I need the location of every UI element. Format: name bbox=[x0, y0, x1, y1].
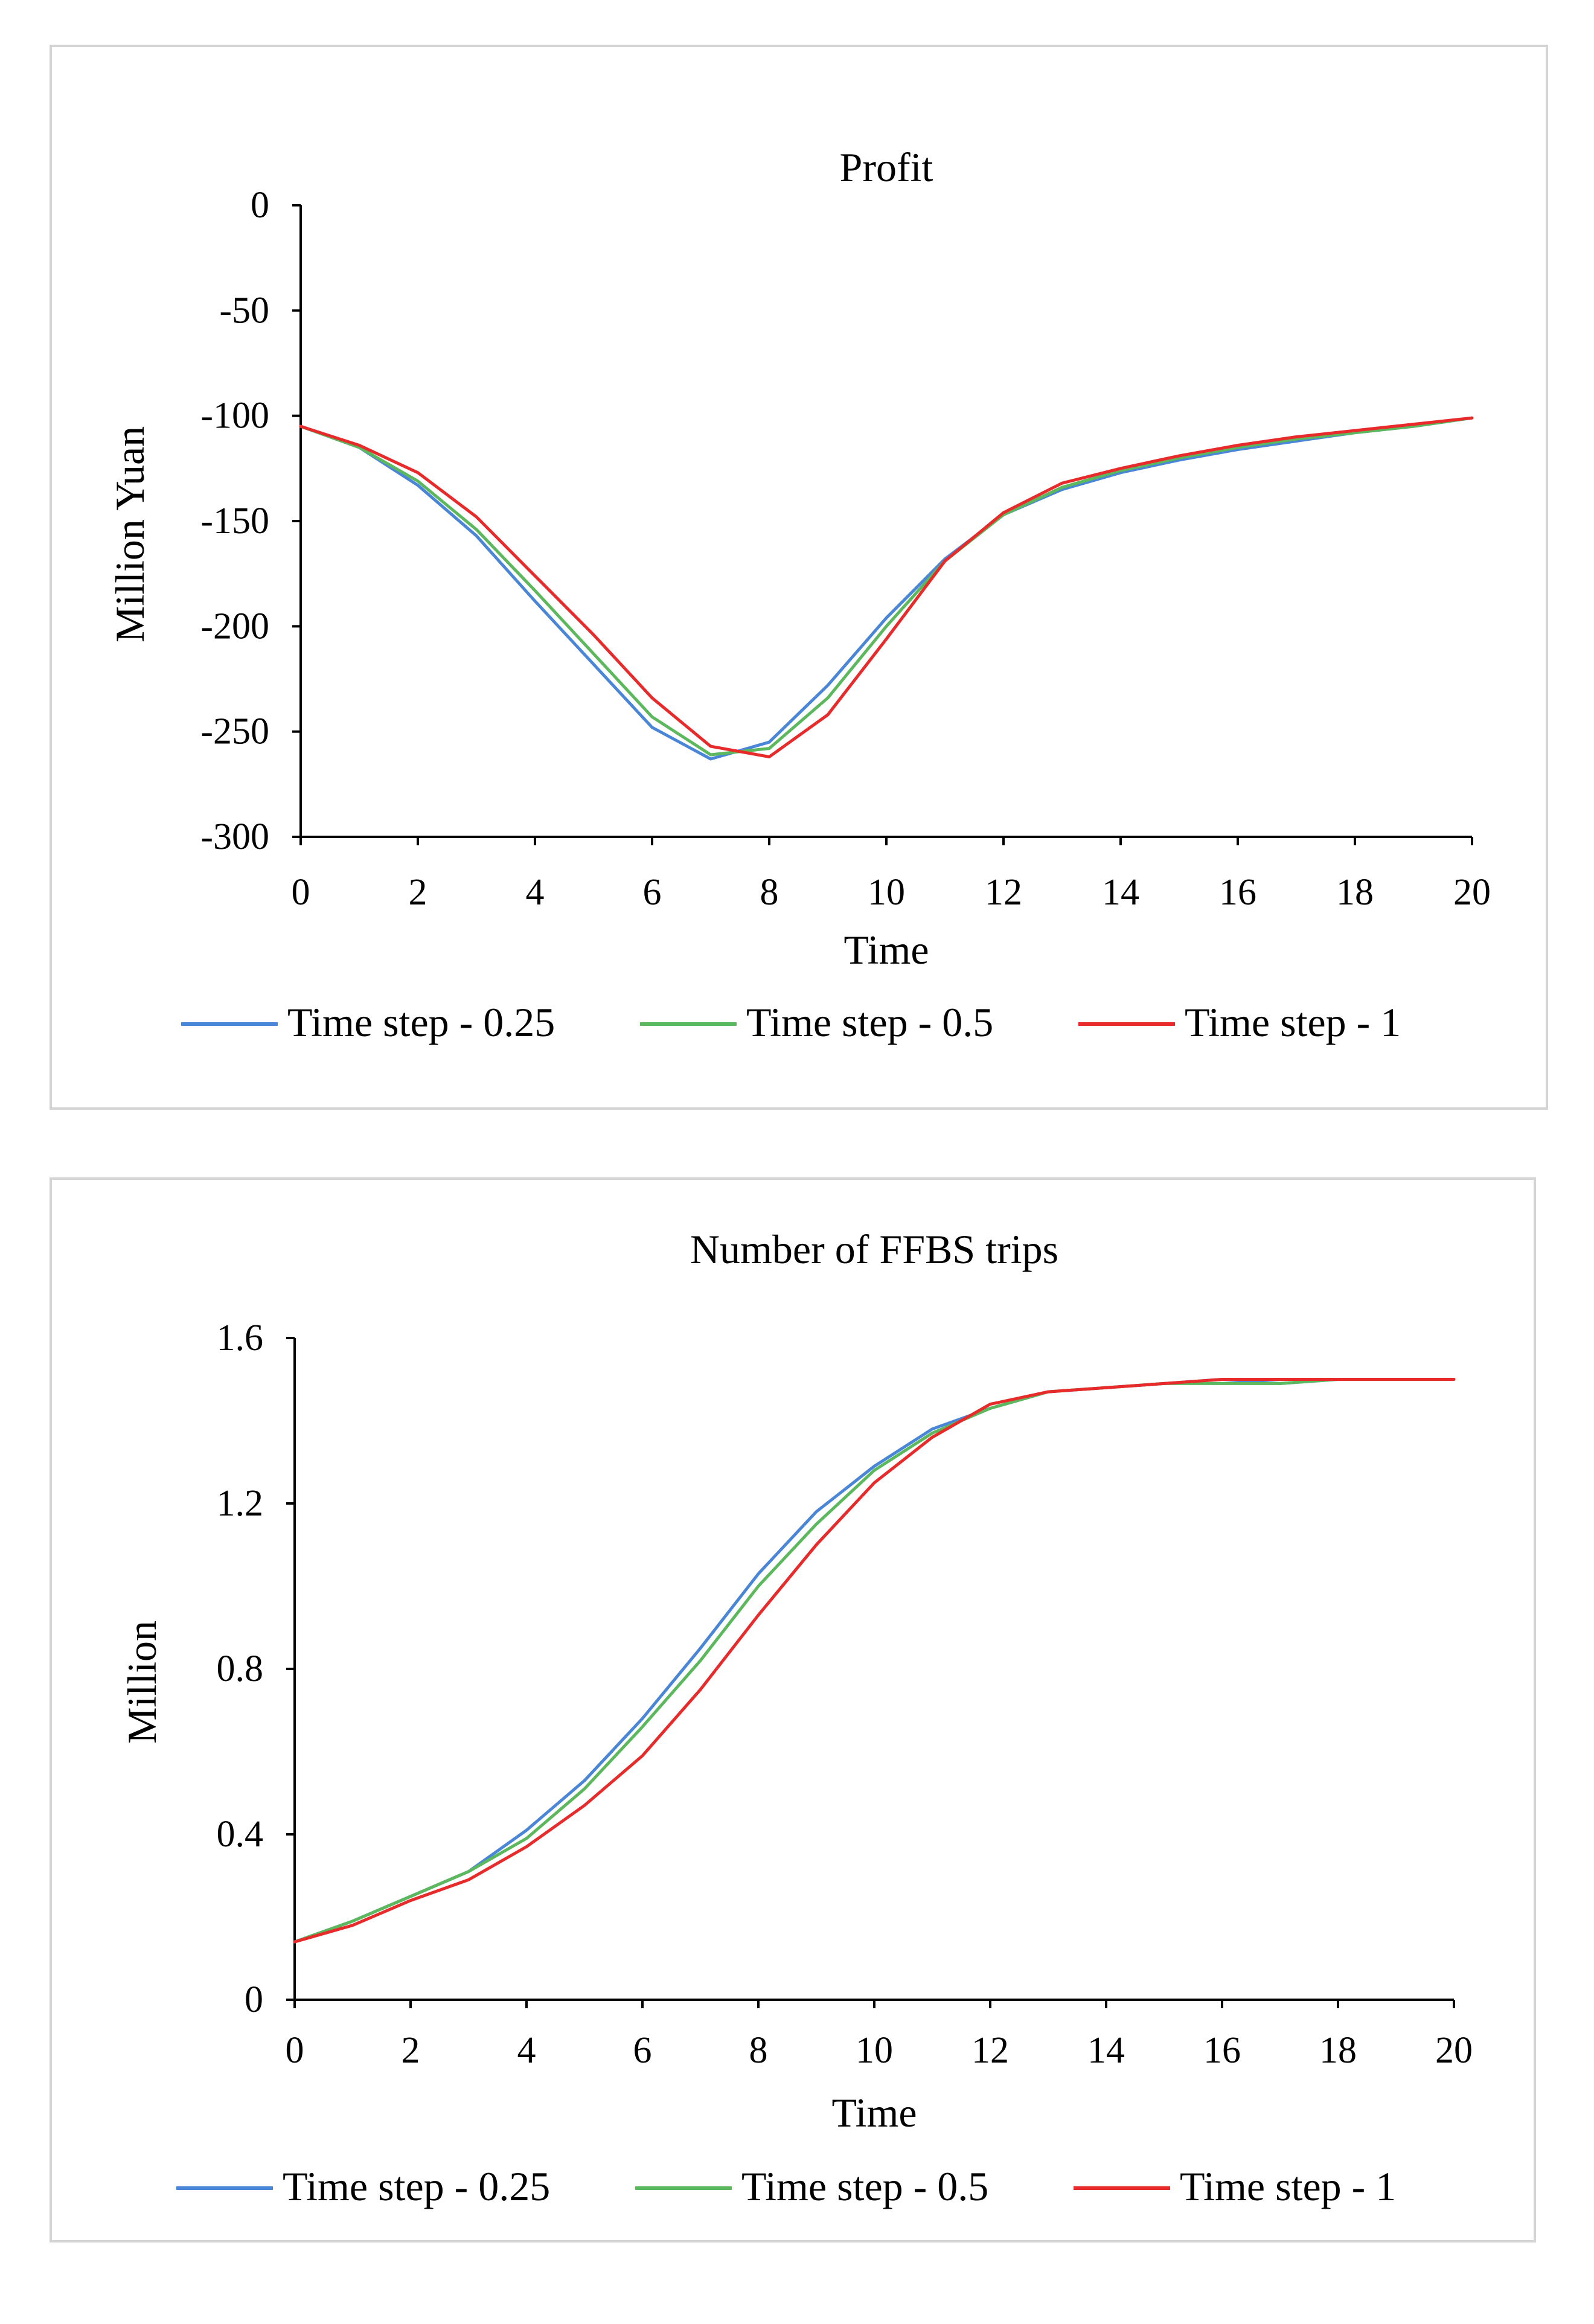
trips-y-tick-label: 0.4 bbox=[217, 1814, 264, 1855]
profit-x-tick-label: 6 bbox=[643, 872, 662, 913]
profit-y-tick-label: -200 bbox=[200, 606, 269, 647]
trips-x-tick-label: 6 bbox=[633, 2030, 652, 2071]
trips-x-tick-label: 18 bbox=[1319, 2030, 1357, 2071]
profit-legend-label-time-step-0-25: Time step - 0.25 bbox=[287, 999, 555, 1045]
trips-y-axis-title: Million bbox=[119, 1621, 165, 1744]
trips-chart-title: Number of FFBS trips bbox=[690, 1226, 1058, 1272]
trips-y-tick-label: 1.2 bbox=[217, 1483, 264, 1524]
trips-x-tick-label: 20 bbox=[1435, 2030, 1473, 2071]
profit-y-tick-label: -100 bbox=[200, 395, 269, 437]
trips-legend-label-time-step-0-5: Time step - 0.5 bbox=[741, 2163, 988, 2209]
profit-x-tick-label: 4 bbox=[526, 872, 545, 913]
profit-chart-title: Profit bbox=[840, 144, 933, 190]
profit-x-tick-label: 16 bbox=[1219, 872, 1256, 913]
trips-legend-label-time-step-0-25: Time step - 0.25 bbox=[283, 2163, 550, 2209]
trips-x-tick-label: 14 bbox=[1087, 2030, 1125, 2071]
trips-chart-panel: Number of FFBS trips 1.6 1.2 0.8 0.4 0 0 2 4 6 8 10… bbox=[50, 1177, 1536, 2242]
profit-x-tick-label: 10 bbox=[868, 872, 905, 913]
trips-x-tick-label: 2 bbox=[402, 2030, 420, 2071]
profit-y-tick-label: -150 bbox=[200, 501, 269, 542]
profit-series-line-time-step-1 bbox=[299, 416, 1474, 758]
profit-y-axis-title: Million Yuan bbox=[107, 426, 153, 642]
profit-series-line-time-step-0-5 bbox=[299, 416, 1474, 757]
profit-y-tick-label: -300 bbox=[200, 816, 269, 857]
profit-legend-label-time-step-1: Time step - 1 bbox=[1185, 999, 1401, 1045]
profit-x-tick-label: 0 bbox=[292, 872, 310, 913]
profit-legend-label-time-step-0-5: Time step - 0.5 bbox=[746, 999, 993, 1045]
profit-chart-panel: Profit 0 -50 -100 -150 -200 -250 -300 0 2 4 6 8 10 12 1… bbox=[50, 45, 1548, 1110]
profit-chart: Profit 0 -50 -100 -150 -200 -250 -300 0 2 4 6 8 10 12 1… bbox=[107, 144, 1491, 1045]
trips-y-tick-label: 0 bbox=[245, 1979, 263, 2020]
trips-y-tick-label: 0.8 bbox=[217, 1648, 264, 1689]
profit-y-tick-label: 0 bbox=[251, 185, 269, 226]
profit-x-tick-label: 20 bbox=[1453, 872, 1491, 913]
profit-series-line-time-step-0-25 bbox=[299, 416, 1474, 761]
trips-x-axis-title: Time bbox=[831, 2090, 917, 2136]
trips-chart: Number of FFBS trips 1.6 1.2 0.8 0.4 00 2 4 6 8 10… bbox=[119, 1226, 1473, 2209]
profit-x-tick-label: 2 bbox=[409, 872, 427, 913]
trips-x-tick-label: 0 bbox=[286, 2030, 304, 2071]
trips-series-line-time-step-0-25 bbox=[293, 1378, 1456, 1944]
trips-x-tick-label: 16 bbox=[1203, 2030, 1241, 2071]
profit-x-tick-label: 14 bbox=[1102, 872, 1139, 913]
trips-x-tick-label: 12 bbox=[971, 2030, 1009, 2071]
profit-x-tick-label: 12 bbox=[985, 872, 1022, 913]
trips-series-line-time-step-1 bbox=[293, 1378, 1456, 1944]
trips-series-line-time-step-0-5 bbox=[293, 1378, 1456, 1944]
profit-y-tick-label: -50 bbox=[219, 290, 269, 331]
trips-y-tick-label: 1.6 bbox=[217, 1317, 264, 1359]
trips-legend-label-time-step-1: Time step - 1 bbox=[1180, 2163, 1396, 2209]
profit-x-tick-label: 8 bbox=[760, 872, 779, 913]
profit-x-axis-title: Time bbox=[843, 927, 929, 973]
trips-x-tick-label: 4 bbox=[517, 2030, 536, 2071]
profit-y-tick-label: -250 bbox=[200, 711, 269, 752]
trips-x-tick-label: 8 bbox=[749, 2030, 768, 2071]
trips-x-tick-label: 10 bbox=[856, 2030, 893, 2071]
profit-x-tick-label: 18 bbox=[1336, 872, 1374, 913]
